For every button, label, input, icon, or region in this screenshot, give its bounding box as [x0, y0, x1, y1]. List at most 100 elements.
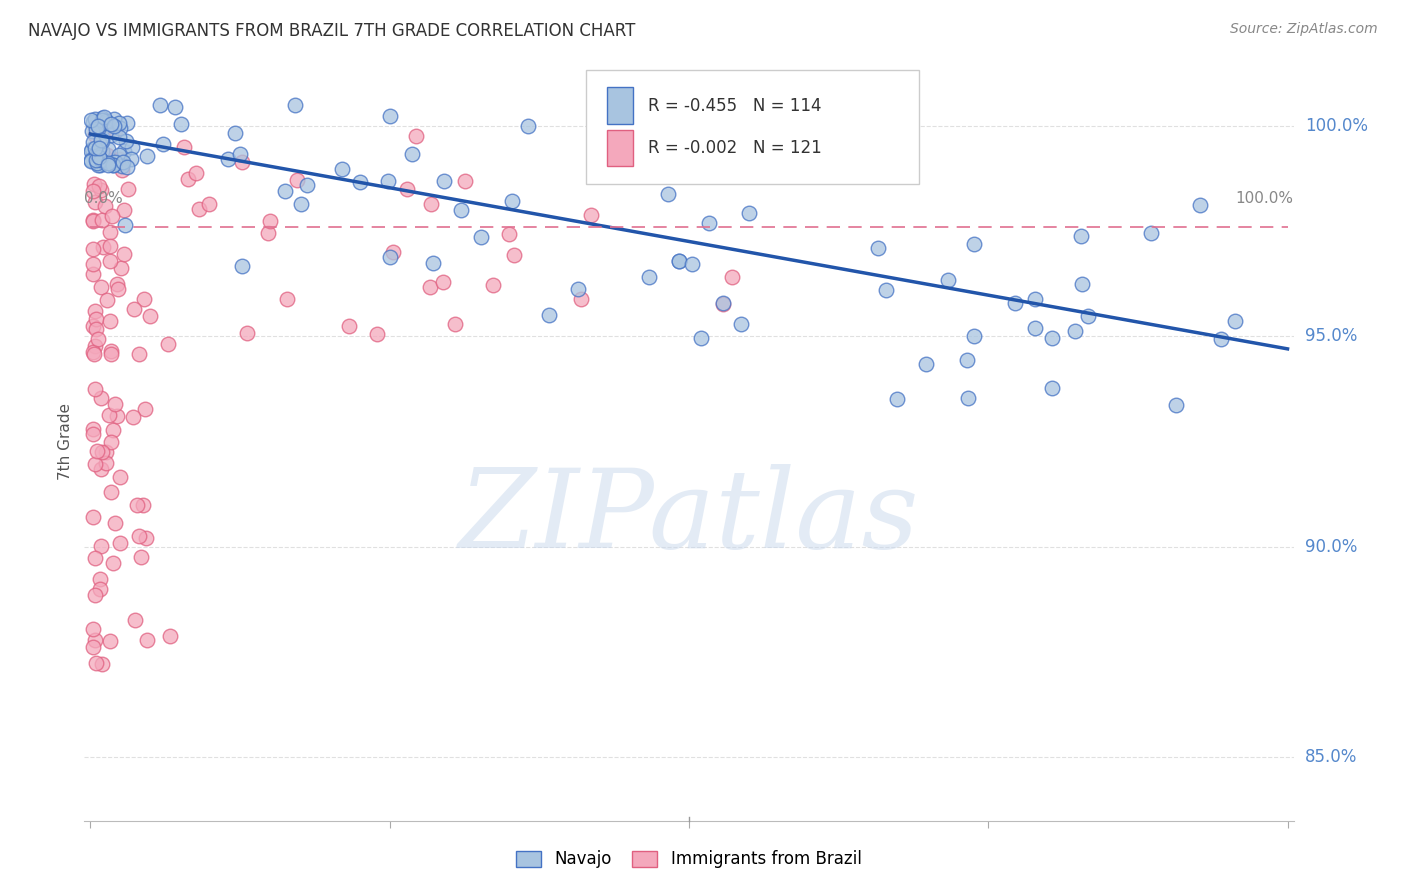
- Point: [98, 409, 121, 423]
- Point: [915, 357, 938, 371]
- Point: [86, 444, 108, 458]
- Point: [956, 353, 979, 368]
- Point: [82, 344, 104, 359]
- Point: [432, 174, 454, 188]
- Point: [1063, 324, 1085, 338]
- Point: [609, 134, 631, 148]
- Point: [132, 293, 155, 307]
- Point: [395, 182, 418, 196]
- Point: [100, 344, 122, 359]
- Point: [84, 312, 107, 326]
- Point: [84, 145, 107, 160]
- Point: [107, 282, 129, 296]
- Text: ZIPatlas: ZIPatlas: [458, 464, 920, 571]
- Point: [135, 632, 157, 647]
- Point: [101, 423, 124, 437]
- Point: [188, 202, 211, 216]
- Point: [256, 226, 278, 240]
- Point: [100, 128, 122, 143]
- Point: [1024, 321, 1046, 335]
- Point: [432, 275, 454, 289]
- Point: [111, 159, 134, 173]
- Point: [136, 149, 159, 163]
- Point: [737, 205, 759, 219]
- Point: [87, 143, 110, 157]
- Point: [956, 391, 979, 405]
- Point: [936, 273, 959, 287]
- Point: [82, 184, 104, 198]
- Point: [134, 401, 156, 416]
- Point: [131, 498, 153, 512]
- Text: 95.0%: 95.0%: [1305, 327, 1357, 345]
- Point: [127, 498, 149, 512]
- Point: [470, 229, 492, 244]
- Point: [963, 237, 986, 252]
- Point: [97, 142, 120, 156]
- Point: [730, 318, 752, 332]
- Point: [1040, 381, 1063, 395]
- FancyBboxPatch shape: [607, 130, 633, 166]
- Point: [84, 122, 107, 136]
- Point: [86, 322, 108, 336]
- Point: [90, 279, 112, 293]
- Point: [91, 112, 114, 127]
- Point: [96, 118, 118, 132]
- Point: [91, 213, 114, 227]
- Point: [1024, 293, 1046, 307]
- Point: [198, 197, 221, 211]
- Point: [83, 338, 105, 352]
- Point: [156, 337, 179, 351]
- Point: [259, 214, 281, 228]
- Y-axis label: 7th Grade: 7th Grade: [58, 403, 73, 480]
- Point: [103, 158, 125, 172]
- Point: [284, 97, 307, 112]
- Point: [108, 116, 131, 130]
- Point: [98, 254, 121, 268]
- Point: [1077, 309, 1099, 323]
- Point: [1042, 331, 1064, 345]
- Point: [107, 148, 129, 162]
- Point: [377, 174, 399, 188]
- Point: [104, 516, 127, 531]
- Point: [285, 173, 308, 187]
- Point: [117, 116, 139, 130]
- Point: [1140, 226, 1163, 240]
- Point: [84, 656, 107, 670]
- Point: [115, 134, 138, 148]
- Point: [83, 177, 105, 191]
- Point: [82, 267, 104, 281]
- Point: [86, 156, 108, 170]
- Point: [108, 470, 131, 484]
- Text: 85.0%: 85.0%: [1305, 748, 1357, 766]
- Point: [91, 150, 114, 164]
- Point: [405, 129, 427, 144]
- Point: [87, 158, 110, 172]
- Point: [104, 123, 127, 137]
- Point: [94, 113, 117, 128]
- Point: [84, 457, 107, 471]
- Point: [91, 240, 114, 254]
- Text: 100.0%: 100.0%: [1236, 191, 1294, 205]
- Point: [1223, 314, 1246, 328]
- Point: [229, 147, 252, 161]
- Point: [98, 314, 121, 328]
- Point: [80, 144, 103, 158]
- Point: [699, 216, 721, 230]
- Point: [89, 582, 111, 597]
- Point: [80, 113, 103, 128]
- Point: [567, 281, 589, 295]
- Point: [98, 225, 121, 239]
- Point: [689, 331, 711, 345]
- Point: [83, 550, 105, 565]
- Point: [93, 198, 115, 212]
- Point: [637, 269, 659, 284]
- Point: [173, 140, 195, 154]
- Point: [96, 293, 118, 307]
- Text: 0.0%: 0.0%: [84, 191, 124, 205]
- Point: [349, 174, 371, 188]
- Point: [120, 153, 142, 167]
- Point: [1070, 277, 1092, 292]
- Point: [103, 112, 125, 126]
- Point: [91, 657, 114, 671]
- Point: [101, 209, 124, 223]
